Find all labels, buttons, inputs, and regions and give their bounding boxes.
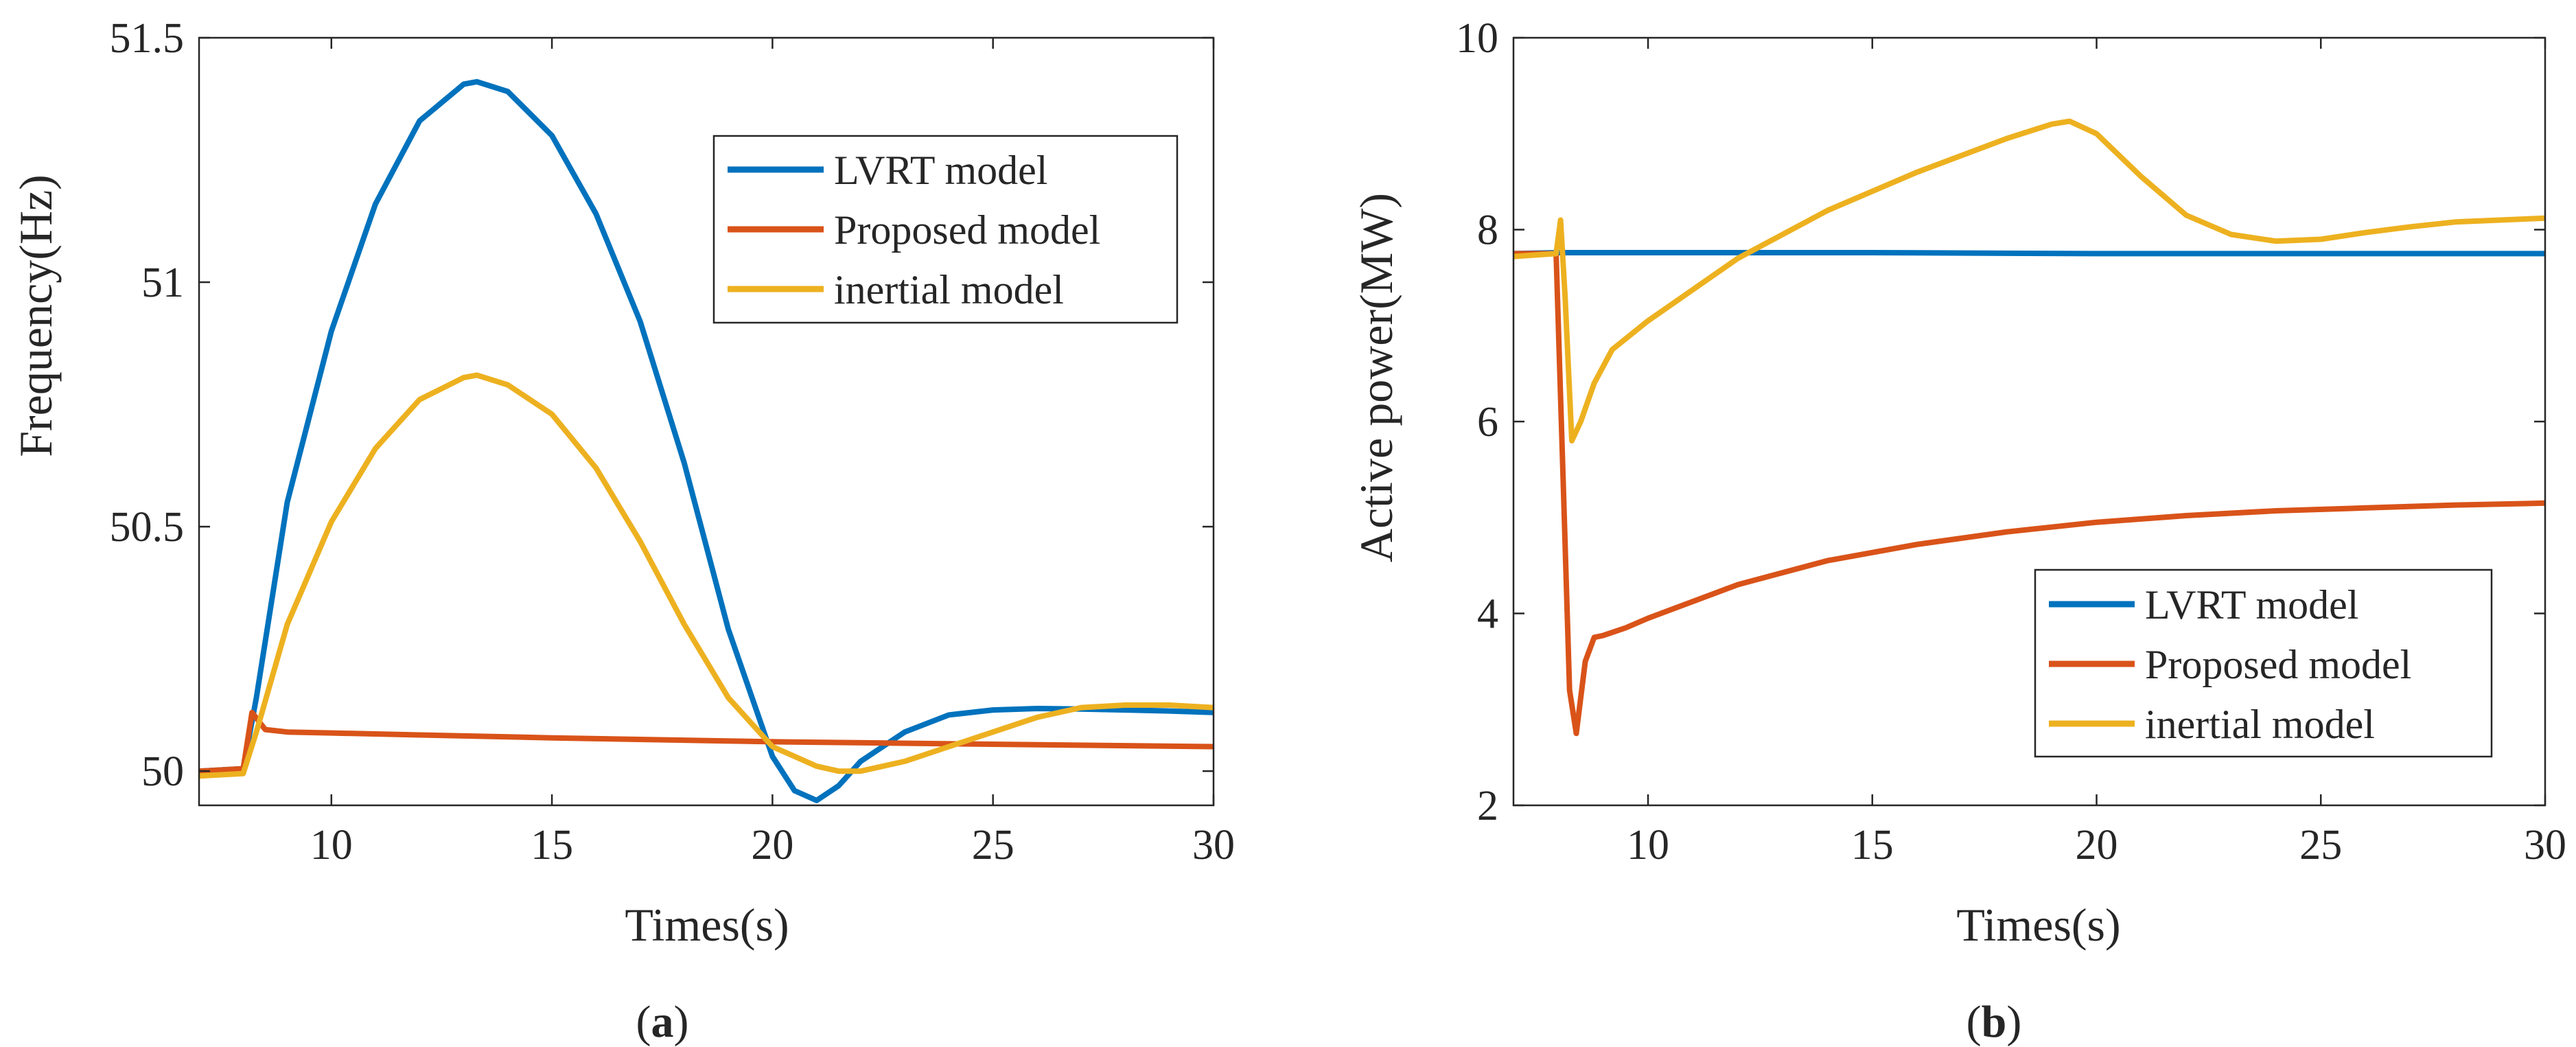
series-line-inertial [199, 372, 1214, 779]
axes-box [198, 36, 1215, 807]
y-tick-label: 8 [1477, 207, 1498, 254]
series-group [1513, 118, 2545, 737]
y-tick-label: 10 [1456, 15, 1498, 62]
y-tick-label: 51 [141, 260, 184, 306]
legend: LVRT model Proposed model inertial model [712, 135, 1179, 324]
legend-label-lvrt: LVRT model [834, 148, 1047, 193]
caption-letter: b [1982, 997, 2007, 1047]
x-tick-label: 30 [2524, 822, 2566, 868]
y-axis-label: Active power(MW) [1350, 193, 1402, 562]
x-tick-label: 20 [2076, 822, 2118, 868]
series-line-lvrt [199, 79, 1214, 803]
x-tick-label: 15 [531, 822, 573, 868]
y-axis-label: Frequency(Hz) [10, 174, 62, 457]
y-tick-label: 2 [1477, 783, 1498, 829]
caption-close-paren: ) [2006, 997, 2021, 1047]
x-tick-label: 15 [1851, 822, 1894, 868]
series-line-proposed [199, 709, 1214, 774]
legend-label-inertial: inertial model [834, 267, 1064, 312]
caption-close-paren: ) [674, 997, 689, 1047]
y-tick-label: 6 [1477, 399, 1498, 446]
x-tick-label: 25 [972, 822, 1014, 868]
y-tick-label: 50 [141, 748, 184, 795]
caption-open-paren: ( [636, 997, 651, 1047]
x-tick-label: 30 [1192, 822, 1235, 868]
y-tick-label: 4 [1477, 591, 1498, 638]
x-tick-label: 10 [1627, 822, 1669, 868]
panel-a: Frequency(Hz) Times(s) (a) 10 15 20 25 30 50 5… [10, 15, 1235, 1047]
panel-caption: (a) [636, 997, 689, 1047]
legend: LVRT model Proposed model inertial model [2034, 568, 2493, 758]
legend-label-proposed: Proposed model [834, 207, 1100, 253]
x-axis-label: Times(s) [1956, 899, 2120, 951]
x-axis-label: Times(s) [625, 899, 789, 951]
caption-letter: a [651, 997, 674, 1047]
x-tick-label: 25 [2299, 822, 2342, 868]
panel-b: Active power(MW) Times(s) (b) 10 15 20 25 30… [1350, 15, 2566, 1047]
legend-label-lvrt: LVRT model [2145, 582, 2358, 628]
legend-label-inertial: inertial model [2145, 702, 2375, 747]
caption-open-paren: ( [1966, 997, 1982, 1047]
y-tick-label: 50.5 [110, 504, 185, 551]
legend-label-proposed: Proposed model [2145, 642, 2411, 687]
y-tick-label: 51.5 [110, 15, 185, 62]
panel-caption: (b) [1966, 997, 2022, 1047]
series-group [199, 79, 1214, 803]
x-tick-label: 20 [751, 822, 793, 868]
series-line-inertial [1513, 118, 2545, 444]
series-line-proposed [1513, 251, 2545, 737]
x-tick-label: 10 [310, 822, 353, 868]
